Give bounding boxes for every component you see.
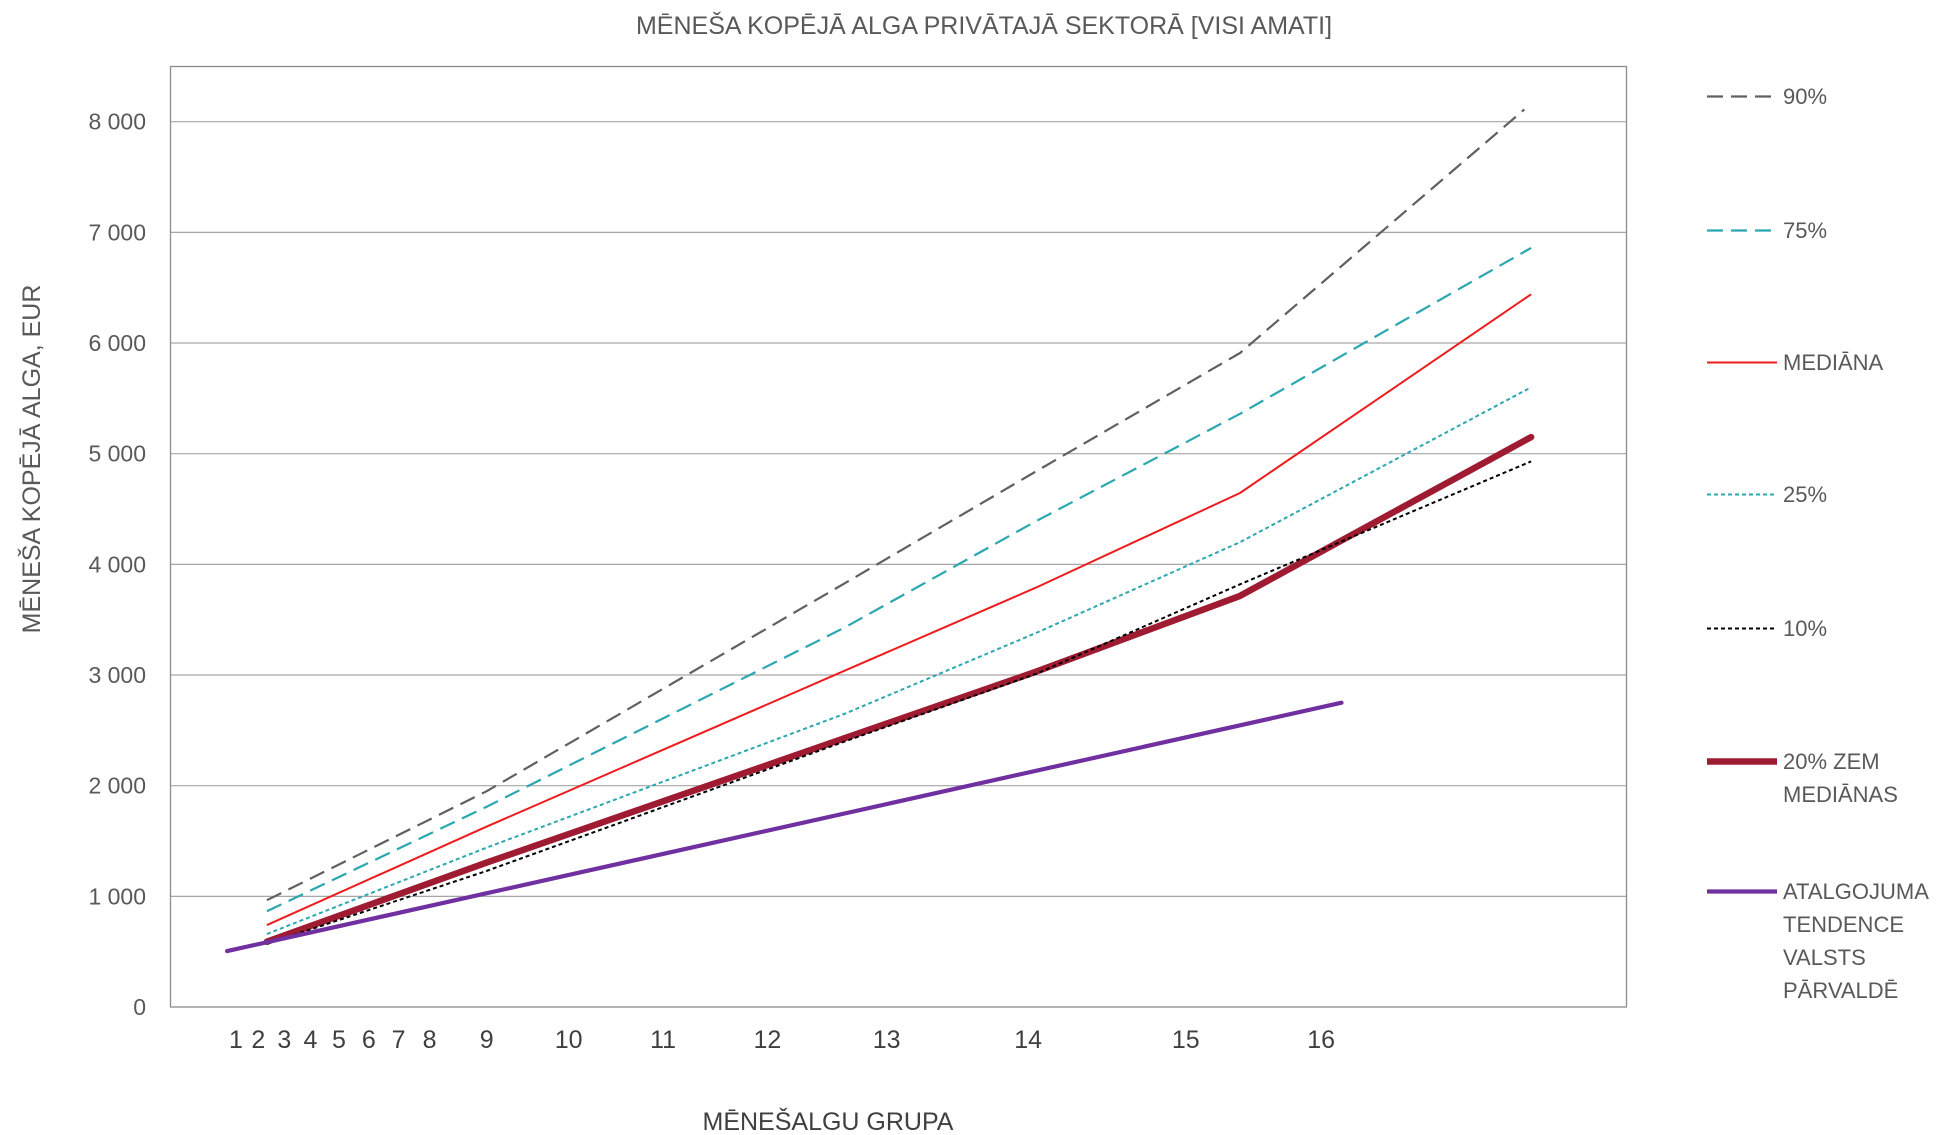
x-tick-label: 4 xyxy=(303,1026,317,1054)
x-tick-label: 2 xyxy=(251,1026,265,1054)
x-tick-label: 11 xyxy=(650,1026,676,1054)
x-tick-labels: 1 2 3 4 5 6 7 8 9 10 11 12 13 14 15 16 xyxy=(229,1026,1335,1054)
series-line-atalgojuma-tendence-valsts-parvalde xyxy=(225,700,1344,954)
x-tick-label: 1 xyxy=(229,1026,243,1054)
x-tick-label: 10 xyxy=(555,1026,583,1054)
legend-swatch-25 xyxy=(1707,493,1777,496)
legend-swatch-10 xyxy=(1707,627,1777,630)
legend-item-25: 25% xyxy=(1707,478,1938,511)
x-tick-label: 14 xyxy=(1014,1026,1042,1054)
x-tick-label: 16 xyxy=(1307,1026,1335,1054)
legend-item-75: 75% xyxy=(1707,214,1938,247)
legend-label-mediana: MEDIĀNA xyxy=(1783,350,1884,375)
x-tick-label: 12 xyxy=(753,1026,781,1054)
y-tick-label: 5 000 xyxy=(88,441,146,467)
legend-swatch-mediana xyxy=(1707,361,1777,364)
series-line-mediana xyxy=(266,293,1532,927)
y-tick-label: 6 000 xyxy=(88,330,146,356)
legend-item-10: 10% xyxy=(1707,612,1938,645)
legend-label-atalgojuma-tendence: ATALGOJUMA TENDENCE VALSTS PĀRVALDĒ xyxy=(1783,879,1928,1003)
x-tick-label: 8 xyxy=(423,1026,437,1054)
legend-label-75: 75% xyxy=(1783,218,1828,243)
legend-label-20-zem-medianas: 20% ZEM MEDIĀNAS xyxy=(1783,749,1898,807)
legend-item-20-zem-medianas: 20% ZEM MEDIĀNAS xyxy=(1707,745,1938,811)
y-tick-label: 7 000 xyxy=(88,219,146,245)
x-axis-label: MĒNEŠALGU GRUPA xyxy=(703,1107,954,1135)
gridlines xyxy=(170,121,1627,897)
y-tick-labels: 0 1 000 2 000 3 000 4 000 5 000 6 000 7 000 8 00… xyxy=(88,109,146,1020)
x-tick-label: 13 xyxy=(873,1026,901,1054)
series-line-20-zem-medianas xyxy=(263,433,1535,945)
x-tick-label: 9 xyxy=(480,1026,494,1054)
x-tick-label: 7 xyxy=(392,1026,406,1054)
legend-swatch-atalgojuma-tendence xyxy=(1707,889,1777,894)
legend-item-90: 90% xyxy=(1707,80,1938,113)
legend-label-10: 10% xyxy=(1783,616,1828,641)
y-tick-label: 8 000 xyxy=(88,109,146,135)
x-tick-label: 5 xyxy=(332,1026,346,1054)
chart-title: MĒNEŠA KOPĒJĀ ALGA PRIVĀTAJĀ SEKTORĀ [VI… xyxy=(636,11,1332,40)
legend-item-atalgojuma-tendence: ATALGOJUMA TENDENCE VALSTS PĀRVALDĒ xyxy=(1707,875,1938,1007)
legend-item-mediana: MEDIĀNA xyxy=(1707,346,1938,379)
y-tick-label: 0 xyxy=(133,994,146,1020)
y-tick-label: 3 000 xyxy=(88,662,146,688)
y-axis-label: MĒNEŠA KOPĒJĀ ALGA, EUR xyxy=(17,285,46,634)
y-tick-label: 4 000 xyxy=(88,551,146,577)
legend-swatch-90 xyxy=(1707,95,1777,98)
x-tick-label: 3 xyxy=(277,1026,291,1054)
legend-swatch-75 xyxy=(1707,229,1777,232)
legend-label-25: 25% xyxy=(1783,482,1828,507)
y-tick-label: 1 000 xyxy=(88,883,146,909)
series-line-90 xyxy=(266,108,1526,902)
plot-area xyxy=(169,65,1628,1008)
legend-swatch-20-zem-medianas xyxy=(1707,758,1777,765)
x-tick-label: 6 xyxy=(362,1026,376,1054)
series-lines xyxy=(225,108,1535,954)
series-line-25 xyxy=(266,386,1532,935)
legend-label-90: 90% xyxy=(1783,84,1828,109)
x-tick-label: 15 xyxy=(1172,1026,1200,1054)
series-line-75 xyxy=(266,246,1532,913)
y-tick-label: 2 000 xyxy=(88,773,146,799)
